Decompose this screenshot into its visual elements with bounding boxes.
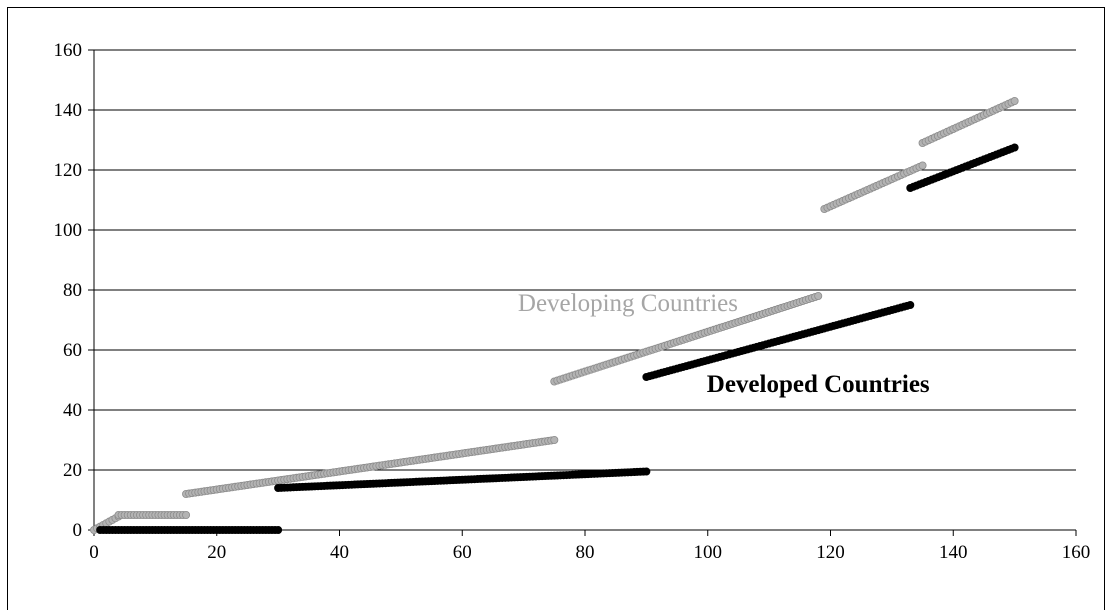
tick-labels: 0 20 40 60 80 100 120 140 160 0 20 40 60 80 100 120 140 1… xyxy=(54,40,1091,563)
x-tick-label: 20 xyxy=(207,542,226,563)
y-tick-label: 120 xyxy=(54,160,83,181)
y-tick-label: 60 xyxy=(63,340,82,361)
y-tick-label: 20 xyxy=(63,460,82,481)
x-tick-label: 80 xyxy=(576,542,595,563)
chart-frame xyxy=(7,7,1105,610)
grid-lines xyxy=(94,49,1076,471)
data-point-developing xyxy=(1010,97,1019,106)
x-tick-label: 160 xyxy=(1062,542,1091,563)
data-point-developing xyxy=(550,435,559,444)
x-tick-label: 0 xyxy=(89,542,99,563)
data-point-developed xyxy=(642,467,651,476)
data-point-developing xyxy=(814,291,823,300)
data-point-developed xyxy=(1010,143,1019,152)
x-tick-label: 60 xyxy=(453,542,472,563)
annotation-label: Developing Countries xyxy=(518,290,738,317)
data-point-developed xyxy=(274,526,283,535)
data-point-developed xyxy=(906,300,915,309)
data-point-developing xyxy=(918,161,927,170)
annotation-label: Developed Countries xyxy=(707,371,930,398)
y-tick-label: 0 xyxy=(73,520,83,541)
x-tick-label: 100 xyxy=(694,542,723,563)
annotations: Developing Countries Developed Countries xyxy=(518,290,930,398)
y-tick-label: 40 xyxy=(63,400,82,421)
y-tick-label: 100 xyxy=(54,220,83,241)
y-tick-label: 80 xyxy=(63,280,82,301)
data-points xyxy=(90,97,1019,535)
y-tick-label: 160 xyxy=(54,40,83,61)
y-tick-label: 140 xyxy=(54,100,83,121)
x-tick-label: 120 xyxy=(816,542,845,563)
x-tick-label: 140 xyxy=(939,542,968,563)
x-tick-label: 40 xyxy=(330,542,349,563)
data-point-developing xyxy=(182,510,191,519)
